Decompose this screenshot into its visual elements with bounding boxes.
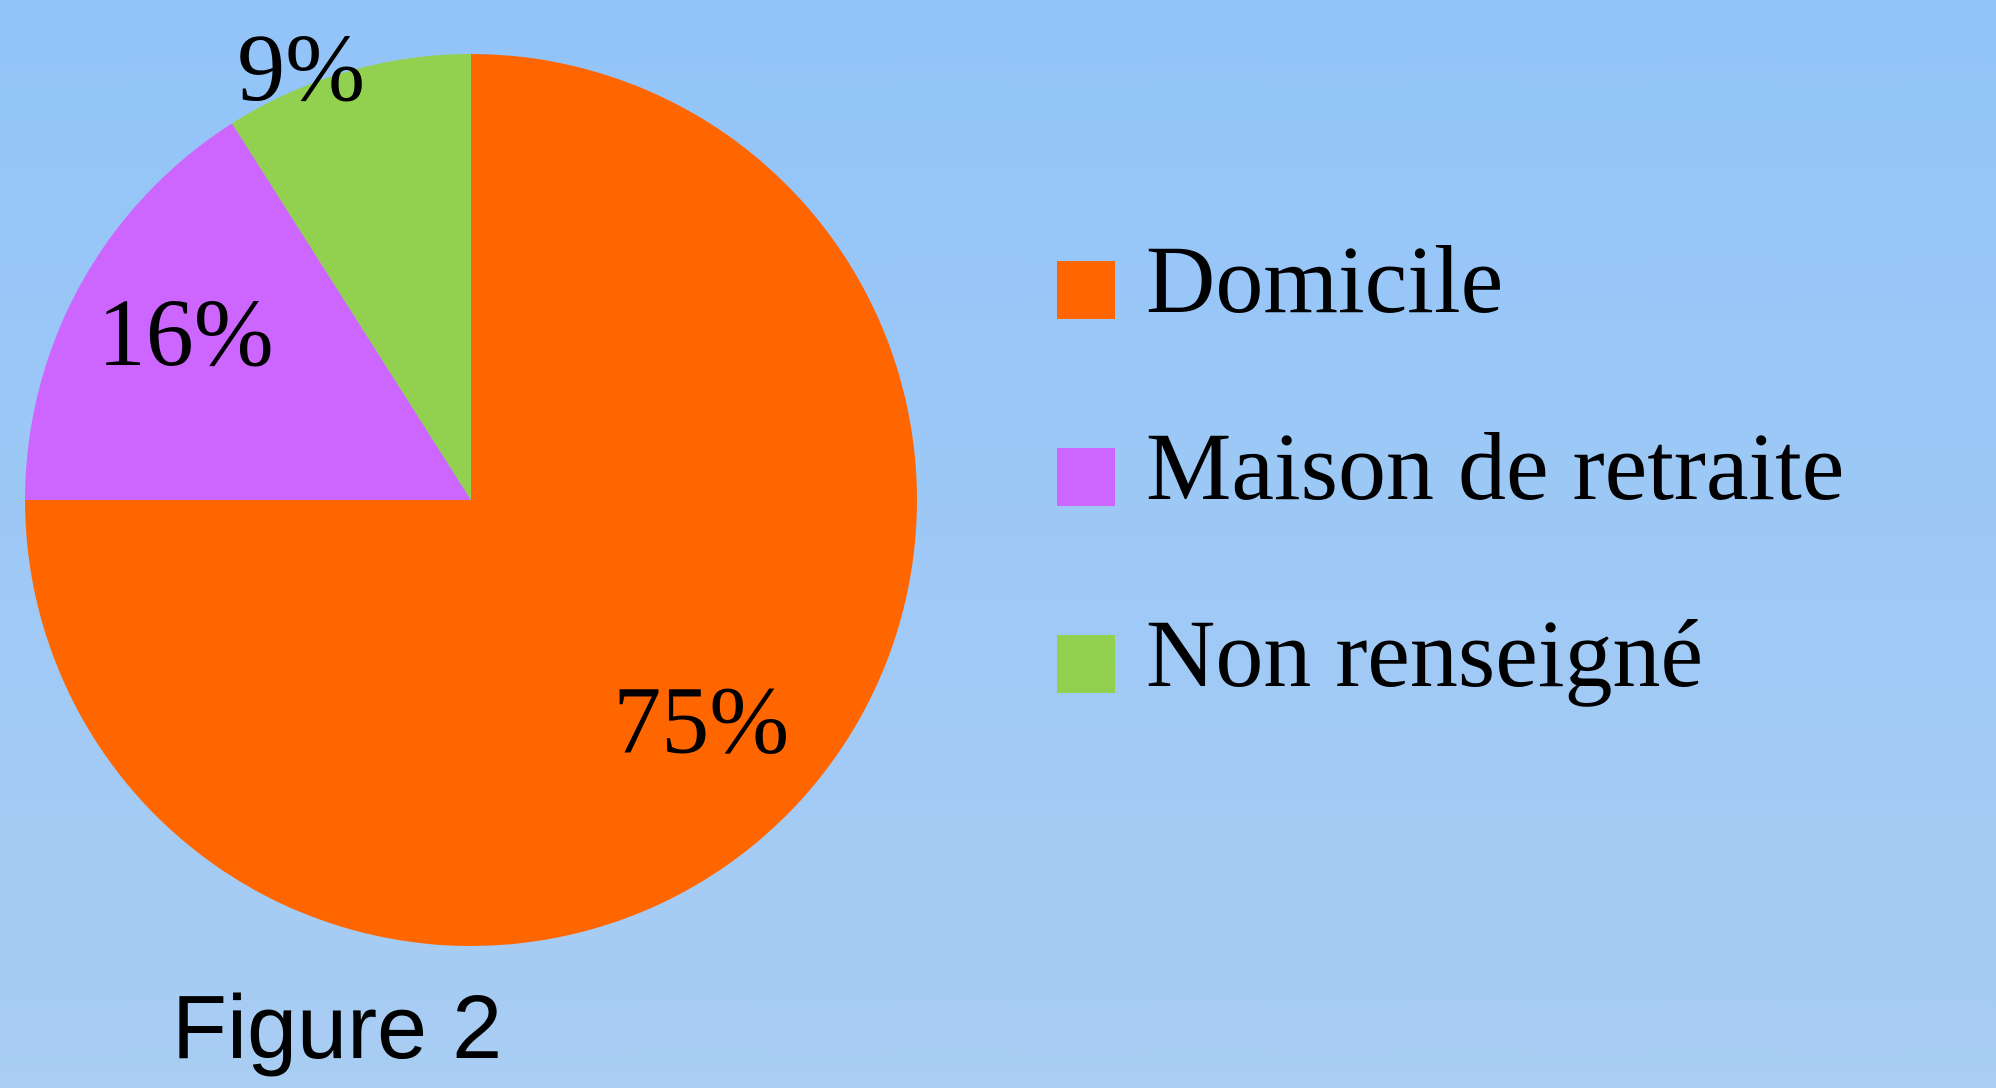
- legend-swatch: [1057, 261, 1115, 319]
- legend-label: Domicile: [1146, 226, 1503, 333]
- legend-label: Non renseigné: [1146, 600, 1703, 707]
- legend-swatch: [1057, 448, 1115, 506]
- caption: Figure 2: [172, 978, 502, 1078]
- data-label: 75%: [613, 666, 789, 773]
- pie-slice: [232, 54, 471, 500]
- pie-slice: [25, 123, 471, 500]
- data-label: 16%: [98, 279, 274, 386]
- legend-swatch: [1057, 635, 1115, 693]
- data-label: 9%: [237, 14, 365, 121]
- legend-label: Maison de retraite: [1146, 413, 1844, 520]
